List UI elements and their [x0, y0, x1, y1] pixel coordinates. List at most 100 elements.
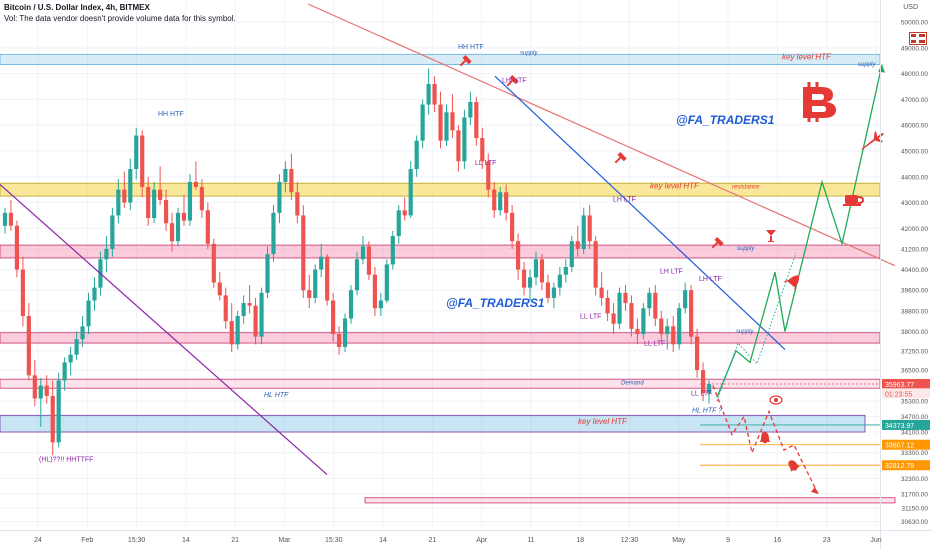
- candle[interactable]: [110, 207, 115, 257]
- candle[interactable]: [50, 380, 55, 456]
- candle[interactable]: [372, 267, 377, 316]
- candle[interactable]: [683, 282, 688, 314]
- candle[interactable]: [575, 225, 580, 257]
- candle[interactable]: [378, 292, 383, 316]
- candle[interactable]: [516, 233, 521, 280]
- candles[interactable]: [2, 68, 712, 456]
- candle[interactable]: [241, 295, 246, 324]
- candle[interactable]: [74, 331, 79, 360]
- candle[interactable]: [665, 318, 670, 350]
- candle[interactable]: [527, 269, 533, 301]
- candle[interactable]: [390, 230, 395, 270]
- candle[interactable]: [521, 261, 527, 296]
- candle[interactable]: [295, 181, 300, 224]
- candle[interactable]: [641, 303, 646, 340]
- candle[interactable]: [116, 179, 121, 224]
- candle[interactable]: [629, 295, 634, 337]
- candle[interactable]: [647, 287, 652, 316]
- candle[interactable]: [205, 202, 210, 249]
- candle[interactable]: [348, 285, 354, 324]
- candle[interactable]: [581, 207, 586, 255]
- candle[interactable]: [211, 238, 216, 288]
- candle[interactable]: [86, 292, 91, 335]
- candle[interactable]: [593, 236, 598, 296]
- candle[interactable]: [617, 287, 622, 329]
- candle[interactable]: [104, 236, 109, 273]
- candle[interactable]: [175, 207, 181, 247]
- candle[interactable]: [706, 380, 712, 404]
- candle[interactable]: [545, 274, 551, 304]
- candle[interactable]: [599, 272, 604, 306]
- candle[interactable]: [420, 99, 425, 149]
- candle[interactable]: [80, 315, 85, 347]
- candle[interactable]: [14, 220, 20, 278]
- candle[interactable]: [68, 346, 73, 376]
- candle[interactable]: [492, 181, 497, 219]
- candle[interactable]: [486, 153, 491, 198]
- candle[interactable]: [325, 254, 330, 306]
- candle[interactable]: [432, 76, 437, 113]
- candle[interactable]: [283, 161, 288, 193]
- candle[interactable]: [301, 205, 306, 298]
- candle[interactable]: [510, 205, 515, 249]
- candle[interactable]: [659, 310, 664, 342]
- candle[interactable]: [134, 127, 139, 180]
- candle[interactable]: [44, 375, 49, 404]
- candle[interactable]: [32, 359, 37, 407]
- candle[interactable]: [569, 236, 574, 273]
- candle[interactable]: [140, 130, 145, 198]
- candle[interactable]: [169, 212, 175, 252]
- candle[interactable]: [456, 125, 461, 172]
- candle[interactable]: [56, 372, 61, 448]
- candle[interactable]: [20, 256, 25, 327]
- candle[interactable]: [187, 174, 193, 226]
- candle[interactable]: [223, 287, 228, 329]
- candle[interactable]: [444, 104, 449, 146]
- candle[interactable]: [289, 153, 294, 200]
- candle[interactable]: [181, 194, 187, 226]
- candle[interactable]: [611, 303, 616, 335]
- candle[interactable]: [402, 197, 407, 221]
- candle[interactable]: [408, 161, 413, 219]
- candle[interactable]: [474, 96, 479, 146]
- candle[interactable]: [163, 189, 169, 231]
- candle[interactable]: [438, 91, 443, 149]
- candle[interactable]: [354, 251, 360, 296]
- candle[interactable]: [689, 285, 694, 345]
- candle[interactable]: [229, 303, 234, 353]
- candle[interactable]: [653, 285, 658, 327]
- candle[interactable]: [122, 171, 127, 208]
- candle[interactable]: [623, 285, 628, 311]
- candle[interactable]: [677, 303, 682, 350]
- candle[interactable]: [193, 161, 198, 190]
- candle[interactable]: [396, 205, 401, 244]
- candle[interactable]: [468, 91, 473, 126]
- candle[interactable]: [450, 94, 455, 139]
- candle[interactable]: [671, 315, 676, 353]
- candle[interactable]: [563, 259, 568, 283]
- candle[interactable]: [152, 181, 157, 224]
- candle[interactable]: [384, 259, 389, 304]
- candle[interactable]: [265, 246, 270, 298]
- candle[interactable]: [271, 205, 276, 262]
- candle[interactable]: [158, 166, 163, 206]
- candle[interactable]: [319, 243, 324, 278]
- candle[interactable]: [551, 282, 556, 309]
- candle[interactable]: [128, 158, 133, 211]
- candle[interactable]: [217, 272, 222, 301]
- candle[interactable]: [62, 357, 67, 391]
- candle[interactable]: [277, 174, 282, 224]
- candle[interactable]: [480, 127, 485, 170]
- candle[interactable]: [331, 292, 336, 342]
- candle[interactable]: [694, 328, 700, 378]
- candle[interactable]: [539, 254, 545, 291]
- candle[interactable]: [38, 377, 43, 427]
- candle[interactable]: [587, 205, 592, 249]
- candle[interactable]: [253, 297, 258, 345]
- candle[interactable]: [426, 68, 431, 115]
- candle[interactable]: [605, 290, 610, 322]
- candle[interactable]: [635, 318, 640, 345]
- candle[interactable]: [337, 326, 342, 355]
